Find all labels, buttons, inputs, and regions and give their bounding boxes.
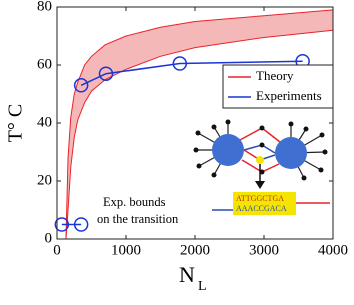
x-axis-label-subscript: L bbox=[198, 279, 207, 294]
sequence-top: ATTGGCTGA bbox=[236, 194, 284, 203]
plot-area bbox=[65, 9, 334, 240]
sequence-bottom: AAACCGACA bbox=[236, 204, 287, 213]
legend-box bbox=[222, 64, 334, 109]
x-tick-label: 0 bbox=[53, 242, 61, 258]
experiment-point bbox=[98, 66, 114, 81]
bounds-point bbox=[54, 217, 70, 232]
annotation-text: on the transition bbox=[97, 212, 179, 226]
x-tick-label: 3000 bbox=[249, 242, 279, 258]
experiment-point bbox=[172, 56, 188, 71]
bounds-point bbox=[73, 217, 89, 232]
x-tick-label: 4000 bbox=[318, 242, 348, 258]
y-tick-label: 40 bbox=[37, 114, 52, 130]
x-axis-label: N bbox=[179, 262, 195, 287]
inset-diagram: ATTGGCTGA AAACCGACA bbox=[193, 119, 330, 215]
theory-edge bbox=[65, 29, 334, 240]
experiment-point bbox=[73, 78, 89, 93]
y-tick-label: 20 bbox=[37, 172, 52, 188]
experiments-line bbox=[80, 60, 303, 86]
annotation-text: Exp. bounds bbox=[103, 195, 166, 209]
y-tick-label: 60 bbox=[37, 56, 52, 72]
legend-label: Experiments bbox=[256, 88, 322, 103]
y-tick-label: 0 bbox=[45, 230, 53, 246]
legend-label: Theory bbox=[256, 68, 294, 83]
x-tick-label: 1000 bbox=[111, 242, 141, 258]
y-axis-label: T° C bbox=[5, 104, 27, 143]
x-tick-label: 2000 bbox=[180, 242, 210, 258]
theory-edge bbox=[65, 9, 334, 240]
y-tick-label: 80 bbox=[37, 0, 52, 14]
